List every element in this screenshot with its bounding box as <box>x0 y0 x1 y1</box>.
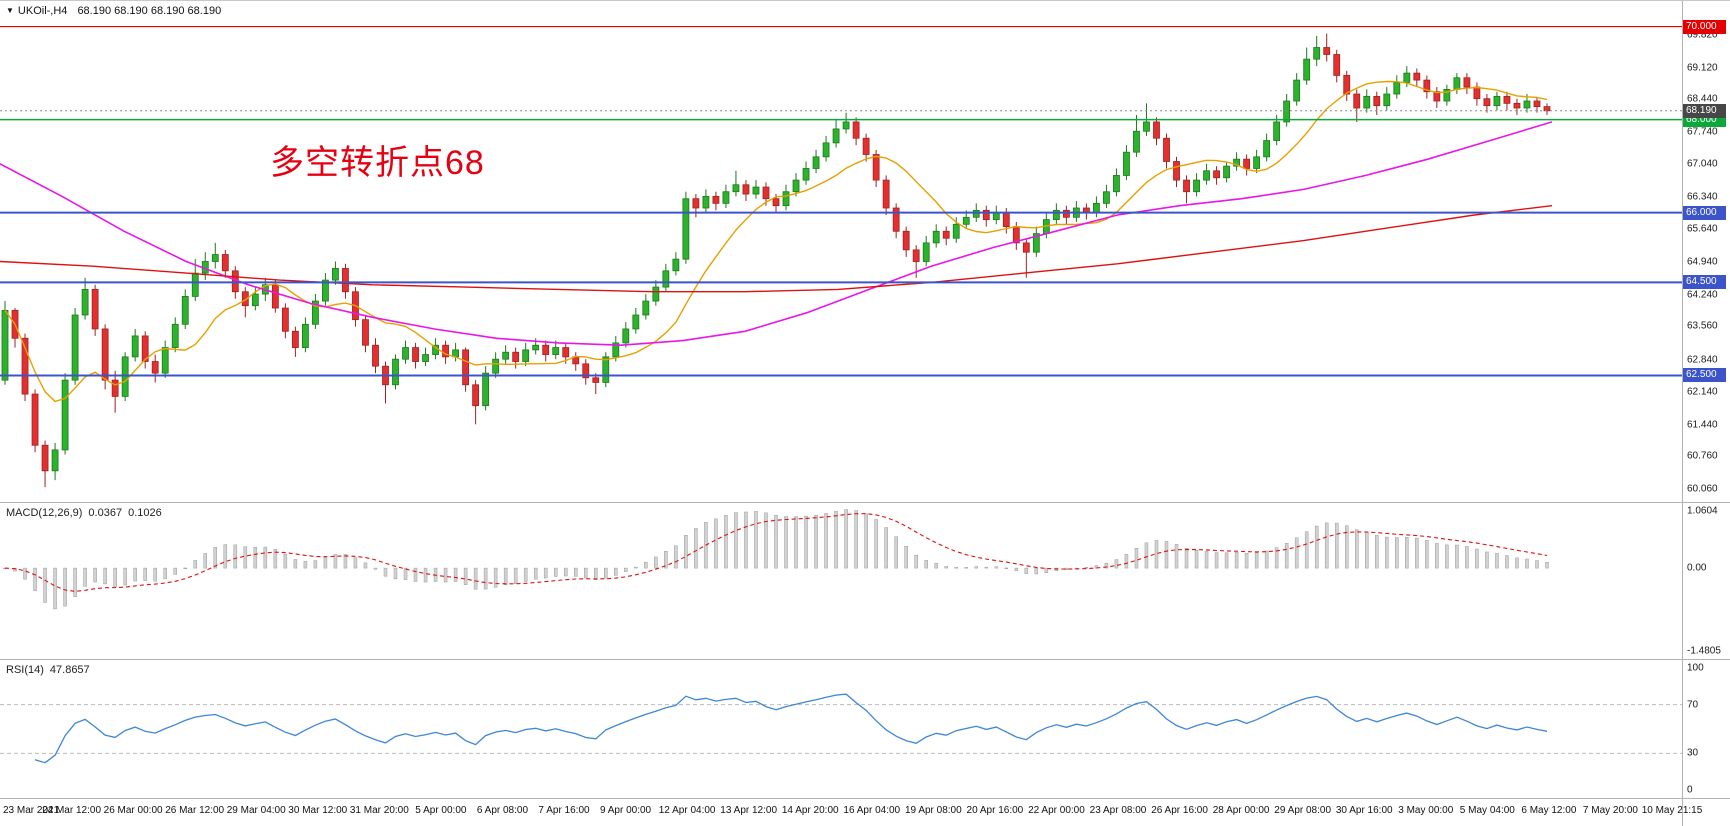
candlestick-chart[interactable] <box>0 1 1682 502</box>
time-axis-label: 29 Apr 08:00 <box>1274 805 1332 816</box>
price-axis-label: 66.340 <box>1687 191 1718 203</box>
time-axis-label: 26 Apr 16:00 <box>1151 805 1208 816</box>
time-axis-label: 19 Apr 08:00 <box>904 805 962 816</box>
slow-ma-line <box>0 205 1553 293</box>
price-axis-label: 68.440 <box>1687 93 1718 105</box>
macd-value: 0.0367 <box>88 507 123 519</box>
mid-ma-line <box>0 121 1553 347</box>
chart-title: ▼ UKOil-,H4 68.190 68.190 68.190 68.190 <box>6 5 221 17</box>
time-axis-label: 12 Apr 04:00 <box>658 805 716 816</box>
price-axis-label: 62.140 <box>1687 386 1718 398</box>
panel-separator[interactable] <box>0 502 1730 503</box>
rsi-axis-label: 30 <box>1687 747 1699 759</box>
time-axis-label: 23 Apr 08:00 <box>1089 805 1147 816</box>
macd-label: MACD(12,26,9) 0.0367 0.1026 <box>6 507 168 519</box>
price-axis-label: 69.820 <box>1687 29 1718 41</box>
panel-separator <box>0 798 1730 799</box>
symbol-dropdown-icon[interactable]: ▼ <box>6 6 14 15</box>
rsi-value: 47.8657 <box>49 664 90 676</box>
time-axis-label: 16 Apr 04:00 <box>843 805 901 816</box>
price-axis-label: 61.440 <box>1687 419 1718 431</box>
macd-signal-value: 0.1026 <box>128 507 162 519</box>
level-badge: 66.000 <box>1683 205 1726 220</box>
time-axis-label: 10 May 21:15 <box>1641 805 1703 816</box>
rsi-name: RSI(14) <box>6 664 44 676</box>
symbol-period-label: UKOil-,H4 <box>17 5 68 17</box>
rsi-chart[interactable] <box>0 660 1682 798</box>
time-axis-label: 9 Apr 00:00 <box>599 805 652 816</box>
price-axis-label: 65.640 <box>1687 223 1718 235</box>
time-axis-label: 20 Apr 16:00 <box>966 805 1024 816</box>
rsi-label: RSI(14) 47.8657 <box>6 664 96 676</box>
level-badge: 64.500 <box>1683 275 1726 290</box>
macd-panel[interactable] <box>0 503 1682 659</box>
time-axis-label: 26 Mar 00:00 <box>103 805 163 816</box>
price-axis-label: 63.560 <box>1687 320 1718 332</box>
panel-separator[interactable] <box>0 659 1730 660</box>
candlestick-series <box>1 33 1551 488</box>
time-axis-label: 31 Mar 20:00 <box>349 805 409 816</box>
rsi-axis-label: 0 <box>1687 784 1693 796</box>
time-axis-label: 26 Mar 12:00 <box>165 805 225 816</box>
price-axis-label: 64.940 <box>1687 256 1718 268</box>
time-axis-label: 6 May 12:00 <box>1521 805 1577 816</box>
time-axis-label: 6 Apr 08:00 <box>476 805 529 816</box>
time-axis[interactable]: 23 Mar 2021 24 Mar 12:00 26 Mar 00:00 26 Ma… <box>0 799 1702 826</box>
level-badge: 62.500 <box>1683 368 1726 383</box>
level-badge: 70.000 <box>1683 19 1726 34</box>
macd-signal-line <box>4 513 1548 592</box>
time-axis-label: 13 Apr 12:00 <box>720 805 778 816</box>
time-axis-label: 24 Mar 12:00 <box>42 805 102 816</box>
fast-ma-line <box>4 80 1548 403</box>
time-axis-label: 3 May 00:00 <box>1398 805 1454 816</box>
macd-name: MACD(12,26,9) <box>6 507 83 519</box>
macd-chart[interactable] <box>0 503 1682 659</box>
price-axis-label: 60.060 <box>1687 483 1718 495</box>
rsi-line <box>34 693 1548 764</box>
price-axis-label: 67.740 <box>1687 126 1718 138</box>
macd-axis-label: -1.4805 <box>1687 645 1721 657</box>
price-axis-label: 67.040 <box>1687 158 1718 170</box>
rsi-panel[interactable] <box>0 660 1682 798</box>
annotation-text: 多空转折点68 <box>270 144 485 182</box>
time-axis-label: 7 May 20:00 <box>1582 805 1638 816</box>
time-axis-label: 22 Apr 00:00 <box>1028 805 1085 816</box>
time-axis-label: 5 May 04:00 <box>1459 805 1515 816</box>
time-axis-label: 7 Apr 16:00 <box>538 805 590 816</box>
macd-histogram <box>3 509 1549 610</box>
rsi-axis-label: 70 <box>1687 699 1699 711</box>
rsi-axis-label: 100 <box>1687 662 1704 674</box>
ohlc-values: 68.190 68.190 68.190 68.190 <box>77 5 222 17</box>
current-price-badge: 68.190 <box>1683 103 1726 118</box>
time-axis-label: 5 Apr 00:00 <box>415 805 467 816</box>
macd-axis-label: 1.0604 <box>1687 505 1718 517</box>
time-axis-label: 23 Mar 2021 <box>3 805 60 816</box>
time-axis-label: 29 Mar 04:00 <box>226 805 286 816</box>
macd-axis-label: 0.00 <box>1687 562 1707 574</box>
price-axis-label: 62.840 <box>1687 354 1718 366</box>
price-axis-label: 60.760 <box>1687 450 1718 462</box>
main-chart-panel[interactable] <box>0 1 1682 502</box>
time-axis-label: 14 Apr 20:00 <box>781 805 839 816</box>
price-axis-label: 64.240 <box>1687 289 1718 301</box>
price-axis-label: 69.120 <box>1687 62 1718 74</box>
time-axis-label: 30 Apr 16:00 <box>1335 805 1393 816</box>
time-axis-label: 28 Apr 00:00 <box>1212 805 1270 816</box>
price-axis-divider <box>1682 1 1683 826</box>
price-axis[interactable]: 69.820 69.120 68.440 67.740 67.040 66.340 65.6… <box>1682 1 1730 826</box>
time-axis-label: 30 Mar 12:00 <box>288 805 348 816</box>
